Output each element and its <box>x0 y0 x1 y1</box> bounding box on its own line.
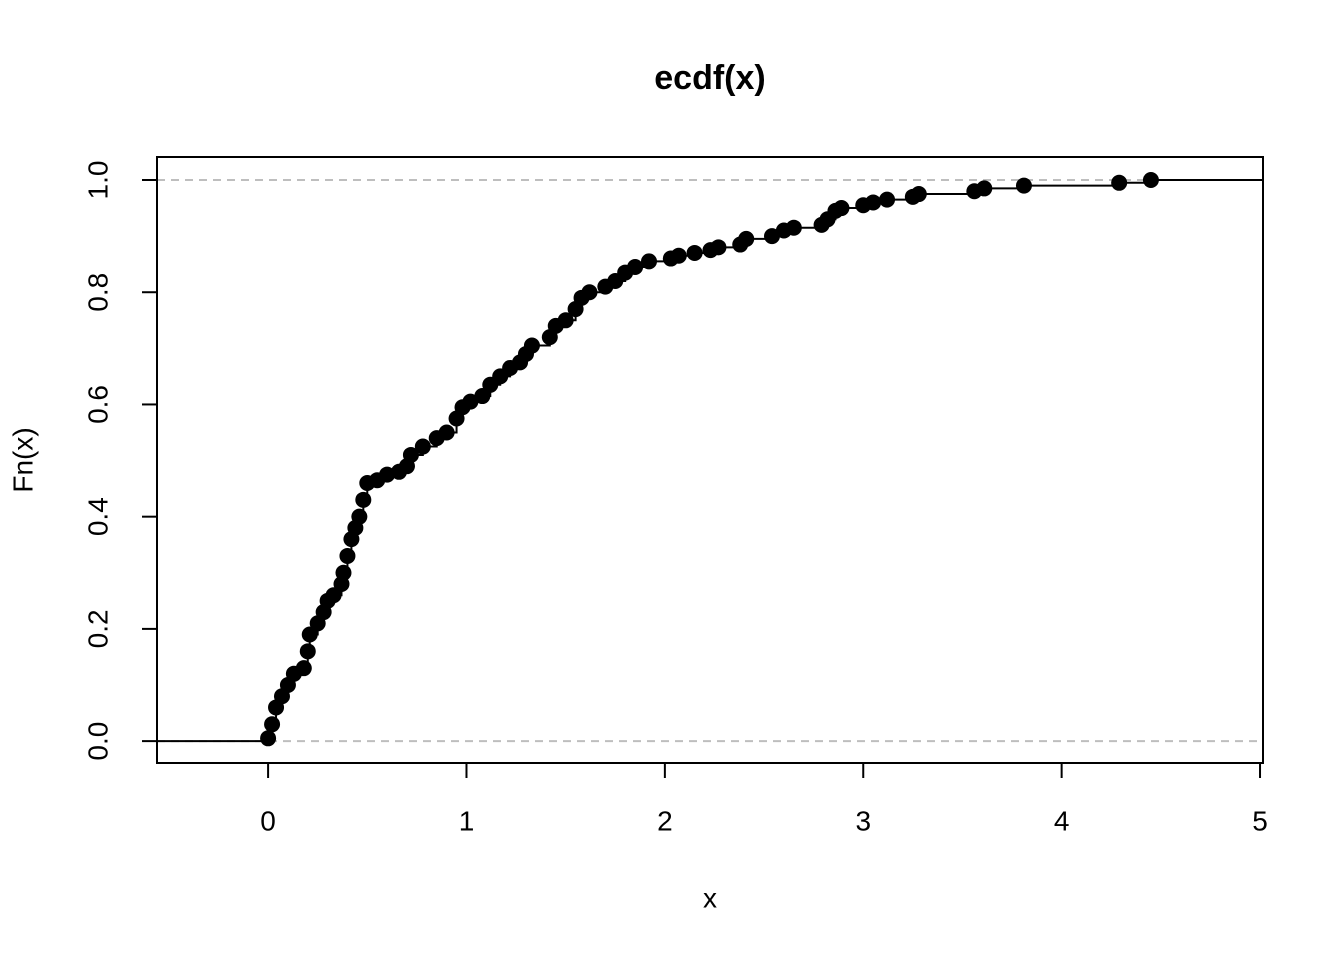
ecdf-point <box>833 200 850 217</box>
ecdf-point <box>335 564 352 581</box>
x-tick-label: 2 <box>657 805 673 836</box>
ecdf-point <box>640 253 657 270</box>
ecdf-point <box>260 730 277 747</box>
ecdf-point <box>301 626 318 643</box>
ecdf-point <box>865 194 882 211</box>
ecdf-point <box>438 424 455 441</box>
y-tick-label: 0.6 <box>82 385 113 424</box>
ecdf-point <box>910 186 927 203</box>
x-tick-label: 3 <box>855 805 871 836</box>
ecdf-point <box>710 239 727 256</box>
ecdf-point <box>1015 177 1032 194</box>
y-tick-label: 1.0 <box>82 161 113 200</box>
ecdf-point <box>557 312 574 329</box>
ecdf-point <box>339 547 356 564</box>
ecdf-point <box>351 508 368 525</box>
ecdf-point <box>462 393 479 410</box>
ecdf-point <box>738 230 755 247</box>
ecdf-point <box>355 491 372 508</box>
ecdf-point <box>1142 172 1159 189</box>
x-tick-label: 1 <box>459 805 475 836</box>
ecdf-point <box>325 587 342 604</box>
ecdf-point <box>670 247 687 264</box>
y-tick-label: 0.2 <box>82 609 113 648</box>
ecdf-point <box>627 258 644 275</box>
ecdf-point <box>785 219 802 236</box>
x-tick-label: 5 <box>1252 805 1268 836</box>
ecdf-point <box>299 643 316 660</box>
chart-title: ecdf(x) <box>654 59 765 97</box>
x-axis-label: x <box>703 882 717 913</box>
ecdf-point <box>264 716 281 733</box>
ecdf-point <box>976 180 993 197</box>
ecdf-point <box>523 337 540 354</box>
ecdf-point <box>474 388 491 405</box>
y-axis-label: Fn(x) <box>7 427 38 492</box>
ecdf-point <box>1111 174 1128 191</box>
ecdf-step-line <box>157 179 1263 743</box>
x-tick-label: 4 <box>1054 805 1070 836</box>
y-tick-label: 0.0 <box>82 722 113 761</box>
x-tick-label: 0 <box>260 805 276 836</box>
ecdf-point <box>686 244 703 261</box>
y-tick-label: 0.8 <box>82 273 113 312</box>
y-tick-label: 0.4 <box>82 497 113 536</box>
ecdf-point <box>763 228 780 245</box>
ecdf-point <box>414 438 431 455</box>
ecdf-point <box>295 660 312 677</box>
ecdf-point <box>402 446 419 463</box>
ecdf-point <box>581 284 598 301</box>
ecdf-point <box>879 191 896 208</box>
